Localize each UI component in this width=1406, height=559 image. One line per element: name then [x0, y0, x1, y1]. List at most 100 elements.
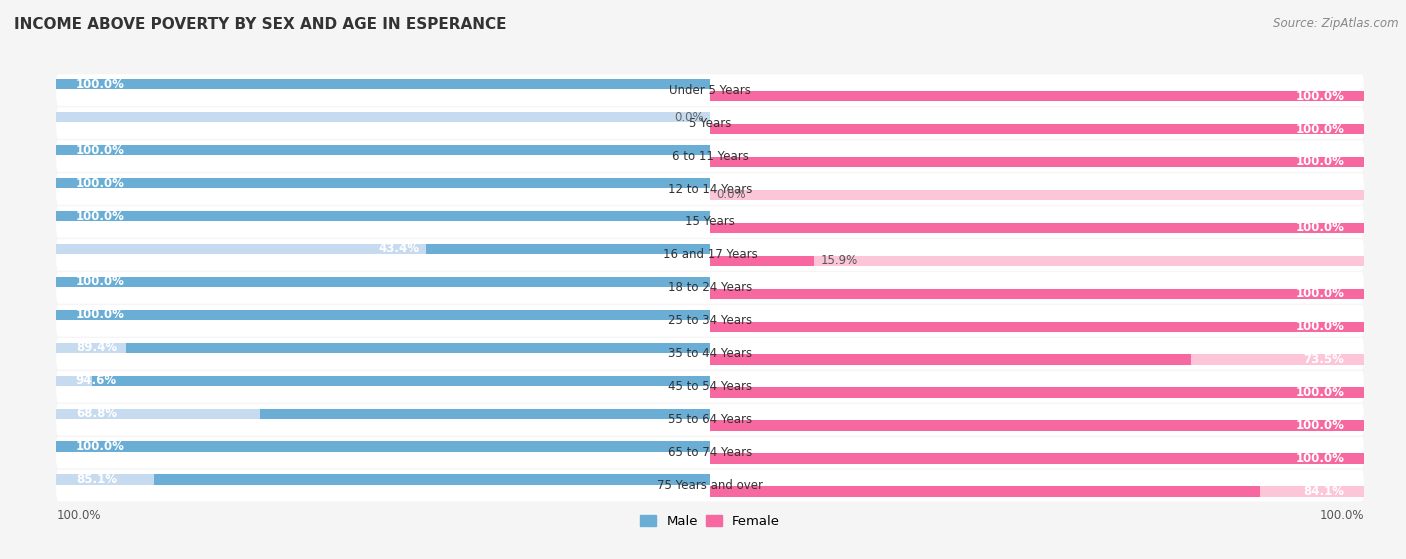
FancyBboxPatch shape — [56, 239, 1364, 271]
Bar — [56, 112, 710, 122]
Bar — [710, 387, 1364, 398]
Text: 0.0%: 0.0% — [673, 111, 703, 124]
Bar — [56, 310, 710, 320]
Text: 84.1%: 84.1% — [1303, 485, 1344, 498]
Text: 100.0%: 100.0% — [76, 177, 125, 190]
Text: 45 to 54 Years: 45 to 54 Years — [668, 380, 752, 393]
Text: 43.4%: 43.4% — [378, 243, 420, 255]
Text: 73.5%: 73.5% — [1303, 353, 1344, 366]
Bar — [91, 376, 710, 386]
Text: 89.4%: 89.4% — [76, 342, 117, 354]
Legend: Male, Female: Male, Female — [634, 509, 786, 533]
Bar — [426, 244, 710, 254]
Bar — [56, 376, 710, 386]
Text: 100.0%: 100.0% — [1295, 320, 1344, 333]
Bar — [56, 409, 710, 419]
Text: INCOME ABOVE POVERTY BY SEX AND AGE IN ESPERANCE: INCOME ABOVE POVERTY BY SEX AND AGE IN E… — [14, 17, 506, 32]
Bar — [710, 453, 1364, 464]
Text: 0.0%: 0.0% — [717, 188, 747, 201]
Text: 94.6%: 94.6% — [76, 375, 117, 387]
Text: 100.0%: 100.0% — [1295, 419, 1344, 432]
Text: 68.8%: 68.8% — [76, 408, 117, 420]
Bar — [153, 475, 710, 485]
Text: 100.0%: 100.0% — [76, 276, 125, 288]
Text: 100.0%: 100.0% — [1295, 155, 1344, 168]
Bar — [710, 321, 1364, 332]
Text: Source: ZipAtlas.com: Source: ZipAtlas.com — [1274, 17, 1399, 30]
Text: 25 to 34 Years: 25 to 34 Years — [668, 314, 752, 328]
Text: 100.0%: 100.0% — [1295, 287, 1344, 300]
Bar — [710, 387, 1364, 398]
Text: 18 to 24 Years: 18 to 24 Years — [668, 281, 752, 295]
Text: 100.0%: 100.0% — [1319, 509, 1364, 522]
Bar — [710, 255, 814, 266]
FancyBboxPatch shape — [56, 404, 1364, 435]
Bar — [56, 178, 710, 188]
Bar — [260, 409, 710, 419]
Bar — [710, 255, 1364, 266]
Bar — [56, 277, 710, 287]
Text: 55 to 64 Years: 55 to 64 Years — [668, 413, 752, 426]
Bar — [56, 343, 710, 353]
Bar — [56, 178, 710, 188]
Text: 100.0%: 100.0% — [76, 78, 125, 91]
Bar — [710, 157, 1364, 167]
Text: 100.0%: 100.0% — [76, 144, 125, 157]
FancyBboxPatch shape — [56, 107, 1364, 139]
Text: 100.0%: 100.0% — [1295, 122, 1344, 135]
Bar — [710, 486, 1260, 497]
Bar — [710, 486, 1364, 497]
Bar — [710, 91, 1364, 101]
Bar — [56, 310, 710, 320]
Bar — [710, 321, 1364, 332]
Bar — [710, 190, 1364, 200]
Bar — [56, 244, 710, 254]
Bar — [710, 124, 1364, 134]
Bar — [56, 442, 710, 452]
Text: 35 to 44 Years: 35 to 44 Years — [668, 347, 752, 361]
Text: Under 5 Years: Under 5 Years — [669, 84, 751, 97]
Bar — [710, 91, 1364, 101]
Text: 100.0%: 100.0% — [76, 309, 125, 321]
Bar — [710, 354, 1364, 365]
Text: 100.0%: 100.0% — [1295, 386, 1344, 399]
Bar — [710, 420, 1364, 431]
Text: 15 Years: 15 Years — [685, 215, 735, 229]
Bar — [710, 222, 1364, 233]
Bar — [56, 211, 710, 221]
Bar — [125, 343, 710, 353]
Text: 100.0%: 100.0% — [1295, 89, 1344, 103]
Bar — [710, 157, 1364, 167]
Text: 75 Years and over: 75 Years and over — [657, 479, 763, 492]
Bar — [710, 222, 1364, 233]
Bar — [56, 145, 710, 155]
FancyBboxPatch shape — [56, 74, 1364, 106]
FancyBboxPatch shape — [56, 338, 1364, 369]
Text: 65 to 74 Years: 65 to 74 Years — [668, 446, 752, 459]
Bar — [56, 79, 710, 89]
Bar — [710, 288, 1364, 299]
Bar — [710, 354, 1191, 365]
FancyBboxPatch shape — [56, 140, 1364, 172]
FancyBboxPatch shape — [56, 206, 1364, 238]
FancyBboxPatch shape — [56, 305, 1364, 337]
Text: 5 Years: 5 Years — [689, 117, 731, 130]
Bar — [56, 277, 710, 287]
Text: 16 and 17 Years: 16 and 17 Years — [662, 248, 758, 262]
Text: 100.0%: 100.0% — [56, 509, 101, 522]
Bar — [56, 79, 710, 89]
Text: 85.1%: 85.1% — [76, 473, 117, 486]
Bar — [56, 475, 710, 485]
Bar — [710, 453, 1364, 464]
Bar — [710, 288, 1364, 299]
Text: 12 to 14 Years: 12 to 14 Years — [668, 183, 752, 196]
Text: 100.0%: 100.0% — [1295, 221, 1344, 234]
FancyBboxPatch shape — [56, 371, 1364, 402]
Bar — [56, 145, 710, 155]
FancyBboxPatch shape — [56, 173, 1364, 205]
Bar — [710, 420, 1364, 431]
Text: 15.9%: 15.9% — [821, 254, 858, 267]
FancyBboxPatch shape — [56, 470, 1364, 501]
Text: 6 to 11 Years: 6 to 11 Years — [672, 150, 748, 163]
FancyBboxPatch shape — [56, 272, 1364, 304]
